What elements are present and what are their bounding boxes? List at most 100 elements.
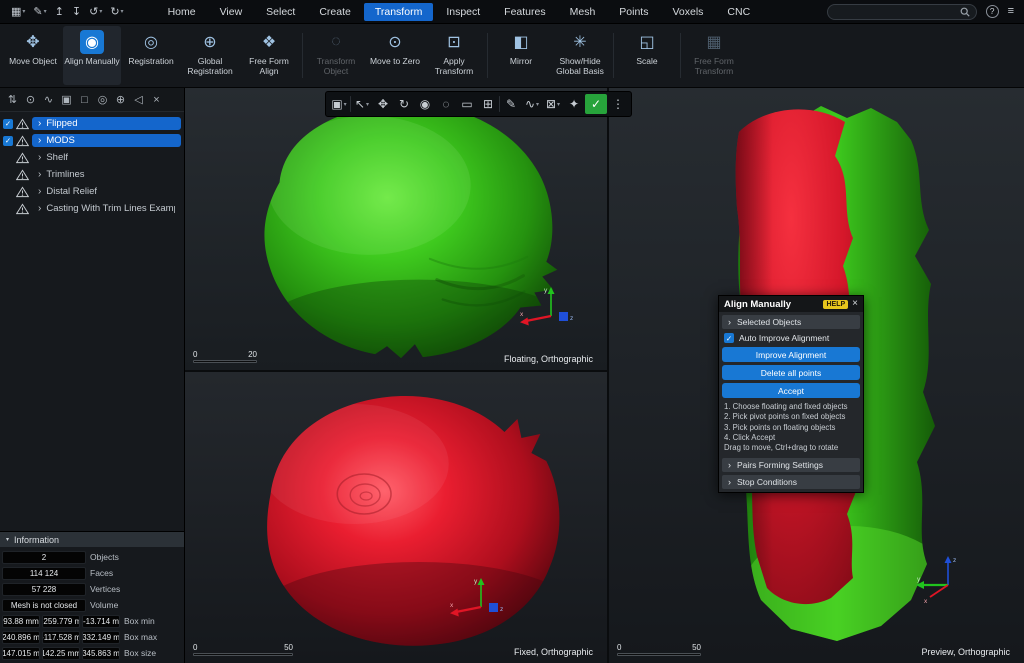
tree-item[interactable]: ✓ › MODS (0, 132, 184, 149)
expand-chevron-icon[interactable]: › (38, 136, 41, 146)
global-registration-button[interactable]: ⊕ Global Registration (181, 26, 239, 85)
orbit-tool-icon[interactable]: ↻ ▾ (394, 94, 414, 114)
undo-icon[interactable]: ↺ ▾ (86, 2, 105, 22)
ribbon-separator[interactable] (613, 33, 614, 78)
delete-icon[interactable]: × (148, 91, 165, 108)
search-input[interactable] (834, 7, 956, 17)
menu-tab[interactable]: Voxels (661, 3, 714, 21)
info-value: 93.88 mm (2, 615, 40, 628)
lasso-select-icon[interactable]: ∿ ▾ (522, 94, 542, 114)
paint-select-icon[interactable]: ◉ ▾ (415, 94, 435, 114)
information-header[interactable]: ▾ Information (0, 532, 184, 547)
toolbar-separator[interactable]: ▾ (350, 96, 351, 112)
scale-bar: 0 20 (193, 350, 257, 363)
redo-icon[interactable]: ↻ ▾ (107, 2, 126, 22)
tree-item[interactable]: ✓ › Shelf (0, 149, 184, 166)
stop-conditions-section[interactable]: › Stop Conditions (722, 475, 860, 489)
brush-tool-icon[interactable]: ✎ ▾ (501, 94, 521, 114)
menu-tab[interactable]: CNC (716, 3, 761, 21)
information-title: Information (14, 535, 59, 545)
transform-object-button[interactable]: ◌ Transform Object (307, 26, 365, 85)
expand-chevron-icon[interactable]: › (38, 187, 41, 197)
tree-item[interactable]: ✓ › Trimlines (0, 166, 184, 183)
accept-button[interactable]: Accept (722, 383, 860, 398)
import-icon[interactable]: ↧ ▾ (69, 2, 84, 22)
menu-tab[interactable]: Inspect (435, 3, 491, 21)
ribbon-separator[interactable] (302, 33, 303, 78)
visibility-checkbox[interactable]: ✓ (3, 119, 13, 129)
select-cursor-icon[interactable]: ↖ ▾ (352, 94, 372, 114)
menu-tab[interactable]: Features (493, 3, 556, 21)
magic-wand-icon[interactable]: ✦ ▾ (564, 94, 584, 114)
dialog-header[interactable]: Align Manually HELP × (719, 296, 863, 312)
edit-icon[interactable]: ✎ ▾ (30, 2, 49, 22)
move-tool-icon[interactable]: ✥ ▾ (373, 94, 393, 114)
floating-viewport[interactable]: y x z 0 20 Floating, Orthographic (185, 88, 609, 372)
mirror-button[interactable]: ◧ Mirror (492, 26, 550, 85)
scale-button[interactable]: ◱ Scale (618, 26, 676, 85)
viewport-label: Fixed, Orthographic (514, 647, 593, 657)
show-hide-global-basis-button[interactable]: ✳ Show/Hide Global Basis (551, 26, 609, 85)
menu-tab[interactable]: Home (157, 3, 207, 21)
search-icon (960, 7, 970, 17)
rect-select-icon[interactable]: ▭ ▾ (457, 94, 477, 114)
expand-chevron-icon[interactable]: › (38, 204, 41, 214)
free-form-transform-button[interactable]: ▦ Free Form Transform (685, 26, 743, 85)
auto-improve-alignment-checkbox[interactable]: ✓ Auto Improve Alignment (722, 332, 860, 344)
align-manually-button[interactable]: ◉ Align Manually (63, 26, 121, 85)
move-to-zero-button[interactable]: ⊙ Move to Zero (366, 26, 424, 85)
help-icon[interactable]: ? (986, 5, 999, 18)
ribbon-button-icon: ⊡ (442, 30, 466, 54)
tree-item[interactable]: ✓ › Casting With Trim Lines Example_C (0, 200, 184, 217)
ribbon-separator[interactable] (487, 33, 488, 78)
help-button[interactable]: HELP (823, 300, 848, 309)
menu-tab[interactable]: Create (308, 3, 362, 21)
locate-object-icon[interactable]: ◎ (94, 91, 111, 108)
toolbar-separator[interactable]: ▾ (499, 96, 500, 112)
menu-tab[interactable]: Mesh (559, 3, 607, 21)
box-select-icon[interactable]: ⊠ ▾ (543, 94, 563, 114)
ribbon-separator[interactable] (680, 33, 681, 78)
link-icon[interactable]: ∿ (40, 91, 57, 108)
info-value: -117.528 m (42, 631, 80, 644)
apply-transform-button[interactable]: ⊡ Apply Transform (425, 26, 483, 85)
fixed-mesh[interactable] (185, 372, 607, 663)
save-icon[interactable]: ↥ ▾ (52, 2, 67, 22)
transform-handle-icon[interactable]: ⊞ ▾ (478, 94, 498, 114)
confirm-tool-button[interactable]: ✓ ▾ (585, 94, 607, 114)
close-icon[interactable]: × (852, 299, 858, 309)
add-object-icon[interactable]: ⊕ (112, 91, 129, 108)
registration-button[interactable]: ◎ Registration (122, 26, 180, 85)
checkbox-checked-icon[interactable]: ✓ (724, 333, 734, 343)
expand-chevron-icon[interactable]: › (38, 170, 41, 180)
delete-all-points-button[interactable]: Delete all points (722, 365, 860, 380)
app-options-icon[interactable]: ≡ (1008, 6, 1014, 17)
sphere-select-icon[interactable]: ◌ ▾ (436, 94, 456, 114)
menu-tab[interactable]: Points (608, 3, 659, 21)
app-menu-icon[interactable]: ▦ ▾ (8, 2, 28, 22)
expand-chevron-icon[interactable]: › (38, 153, 41, 163)
pairs-forming-settings-section[interactable]: › Pairs Forming Settings (722, 458, 860, 472)
fit-view-icon[interactable]: ▣ ▾ (329, 94, 349, 114)
axis-gizmo: y x z (517, 284, 581, 336)
visibility-icon[interactable]: ⊙ (22, 91, 39, 108)
menu-tab[interactable]: View (209, 3, 254, 21)
menu-tab[interactable]: Transform (364, 3, 433, 21)
menu-tab[interactable]: Select (255, 3, 306, 21)
frame-object-icon[interactable]: □ (76, 91, 93, 108)
sort-tree-icon[interactable]: ⇅ (4, 91, 21, 108)
collapse-caret-icon: ▾ (6, 536, 9, 543)
visibility-checkbox[interactable]: ✓ (3, 136, 13, 146)
mute-icon[interactable]: ◁ (130, 91, 147, 108)
fit-selection-icon[interactable]: ▣ (58, 91, 75, 108)
search-box[interactable] (827, 4, 977, 20)
improve-alignment-button[interactable]: Improve Alignment (722, 347, 860, 362)
tree-item[interactable]: ✓ › Distal Relief (0, 183, 184, 200)
tree-item[interactable]: ✓ › Flipped (0, 115, 184, 132)
expand-chevron-icon[interactable]: › (38, 119, 41, 129)
more-tools-icon[interactable]: ⋮ ▾ (608, 94, 628, 114)
selected-objects-section[interactable]: › Selected Objects (722, 315, 860, 329)
move-object-button[interactable]: ✥ Move Object (4, 26, 62, 85)
free-form-align-button[interactable]: ❖ Free Form Align (240, 26, 298, 85)
fixed-viewport[interactable]: y x z 0 50 Fixed, Orthographic (185, 372, 609, 663)
